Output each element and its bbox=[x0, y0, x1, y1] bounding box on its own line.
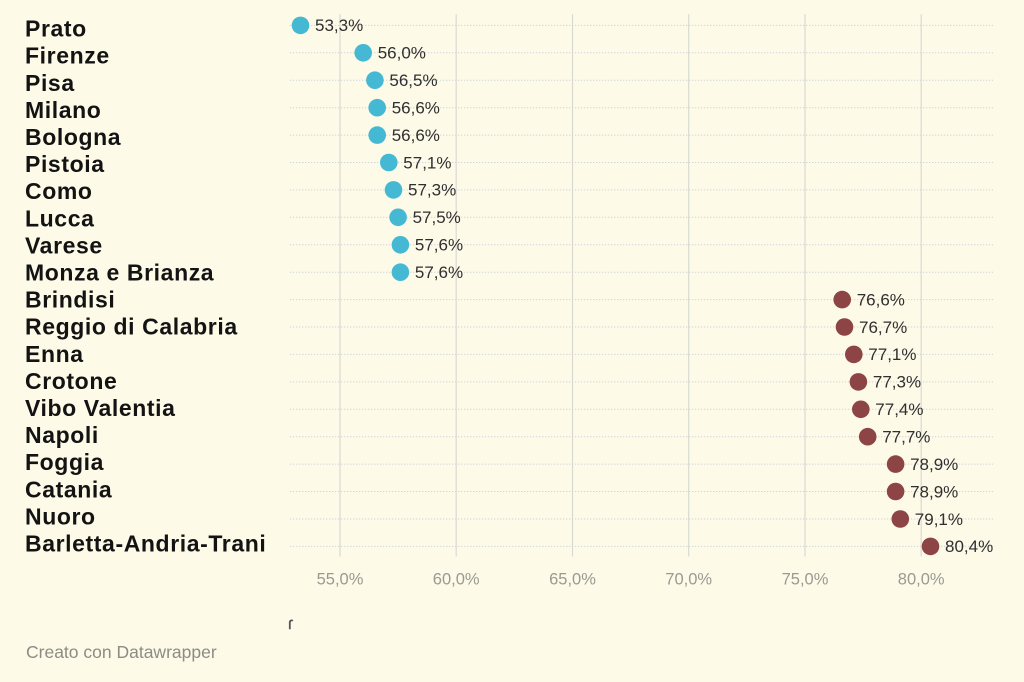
svg-text:57,6%: 57,6% bbox=[415, 263, 463, 282]
svg-text:78,9%: 78,9% bbox=[910, 482, 958, 501]
svg-text:75,0%: 75,0% bbox=[782, 570, 829, 588]
svg-text:65,0%: 65,0% bbox=[549, 570, 596, 588]
svg-text:76,6%: 76,6% bbox=[857, 290, 905, 309]
svg-text:77,4%: 77,4% bbox=[875, 400, 923, 419]
svg-text:Napoli: Napoli bbox=[25, 422, 99, 448]
svg-text:Crotone: Crotone bbox=[25, 368, 117, 394]
svg-text:Varese: Varese bbox=[25, 232, 103, 258]
svg-text:70,0%: 70,0% bbox=[665, 570, 712, 588]
svg-text:Bologna: Bologna bbox=[25, 124, 121, 150]
svg-text:Milano: Milano bbox=[25, 97, 101, 123]
svg-text:Prato: Prato bbox=[25, 16, 87, 42]
svg-text:Pistoia: Pistoia bbox=[25, 151, 105, 177]
svg-text:Creato con Datawrapper: Creato con Datawrapper bbox=[26, 642, 217, 662]
svg-text:53,3%: 53,3% bbox=[315, 16, 363, 35]
svg-text:57,3%: 57,3% bbox=[408, 181, 456, 200]
svg-text:Firenze: Firenze bbox=[25, 43, 110, 69]
svg-text:57,1%: 57,1% bbox=[403, 153, 451, 172]
svg-text:77,3%: 77,3% bbox=[873, 373, 921, 392]
svg-text:57,6%: 57,6% bbox=[415, 236, 463, 255]
svg-text:Pisa: Pisa bbox=[25, 70, 75, 96]
svg-text:Foggia: Foggia bbox=[25, 449, 104, 475]
svg-text:56,5%: 56,5% bbox=[389, 71, 437, 90]
svg-text:77,1%: 77,1% bbox=[868, 345, 916, 364]
svg-text:78,9%: 78,9% bbox=[910, 455, 958, 474]
svg-text:77,7%: 77,7% bbox=[882, 428, 930, 447]
svg-text:76,7%: 76,7% bbox=[859, 318, 907, 337]
svg-text:80,4%: 80,4% bbox=[945, 537, 993, 556]
svg-text:55,0%: 55,0% bbox=[317, 570, 364, 588]
svg-text:56,0%: 56,0% bbox=[378, 44, 426, 63]
svg-text:79,1%: 79,1% bbox=[915, 510, 963, 529]
svg-text:56,6%: 56,6% bbox=[392, 126, 440, 145]
svg-text:Como: Como bbox=[25, 178, 93, 204]
svg-text:Barletta-Andria-Trani: Barletta-Andria-Trani bbox=[25, 531, 266, 557]
svg-text:Lucca: Lucca bbox=[25, 205, 94, 231]
svg-text:80,0%: 80,0% bbox=[898, 570, 945, 588]
svg-text:Brindisi: Brindisi bbox=[25, 287, 115, 313]
svg-text:Reggio di Calabria: Reggio di Calabria bbox=[25, 314, 238, 340]
svg-text:57,5%: 57,5% bbox=[413, 208, 461, 227]
svg-text:Nuoro: Nuoro bbox=[25, 503, 96, 529]
svg-text:Vibo Valentia: Vibo Valentia bbox=[25, 395, 176, 421]
svg-text:Catania: Catania bbox=[25, 476, 112, 502]
svg-text:56,6%: 56,6% bbox=[392, 99, 440, 118]
svg-text:Monza e Brianza: Monza e Brianza bbox=[25, 260, 214, 286]
svg-text:60,0%: 60,0% bbox=[433, 570, 480, 588]
svg-text:Enna: Enna bbox=[25, 341, 84, 367]
